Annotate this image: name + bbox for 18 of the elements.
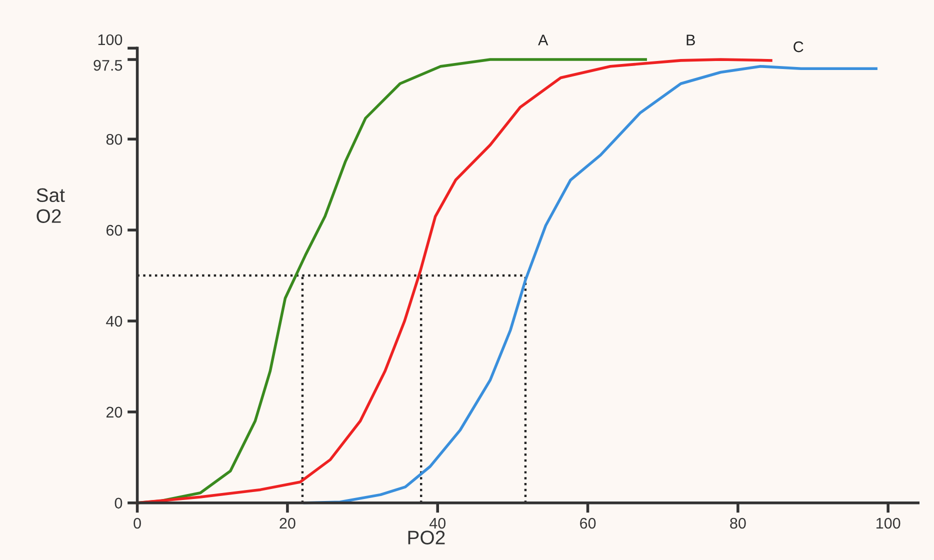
x-tick-label: 100 xyxy=(876,518,900,529)
y-tick-label: 97.5 xyxy=(94,60,122,71)
y-tick-label: 60 xyxy=(106,224,122,236)
y-tick-label: 0 xyxy=(114,498,122,509)
y-tick-label: 40 xyxy=(106,316,122,327)
series-label: B xyxy=(686,34,695,46)
x-tick-label: 60 xyxy=(580,518,596,529)
y-tick-label: 20 xyxy=(106,406,122,418)
x-tick-label: 20 xyxy=(280,518,296,529)
x-axis-title: PO2 xyxy=(408,530,445,544)
y-tick-label: 100 xyxy=(98,34,122,46)
x-tick-label: 40 xyxy=(429,518,446,529)
y-axis-title: Sat O2 xyxy=(36,188,65,224)
series-label: C xyxy=(794,41,804,52)
series-label: A xyxy=(538,34,548,46)
y-tick-label: 80 xyxy=(106,134,122,145)
x-tick-label: 0 xyxy=(134,518,141,529)
x-tick-label: 80 xyxy=(730,518,746,529)
